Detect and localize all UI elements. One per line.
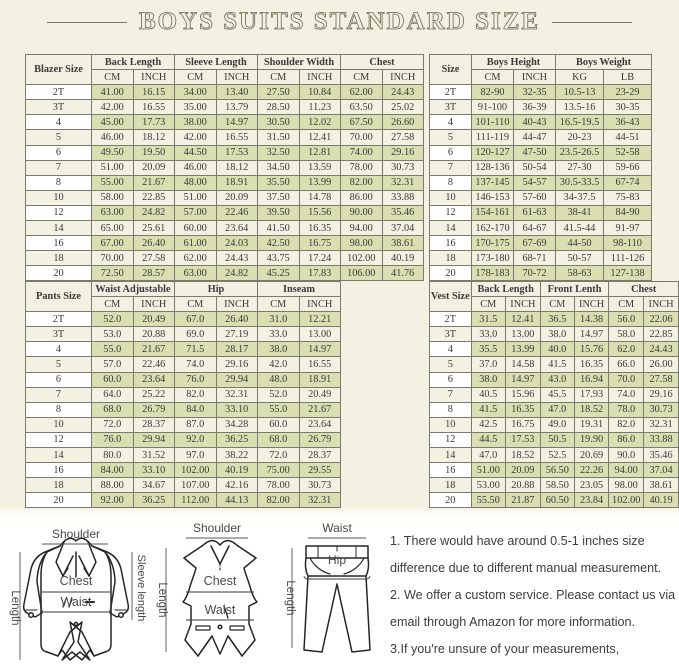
svg-text:Shoulder: Shoulder [52,527,100,541]
svg-text:Waist: Waist [205,603,236,617]
svg-text:Length: Length [156,582,168,617]
svg-text:Sleeve length: Sleeve length [135,555,146,622]
svg-text:Chest: Chest [204,574,237,588]
svg-text:Hip: Hip [328,553,346,567]
svg-text:Shoulder: Shoulder [193,522,241,535]
svg-text:Length: Length [9,590,21,625]
svg-text:Length: Length [284,580,296,615]
svg-text:Waist: Waist [61,595,92,609]
svg-text:Waist: Waist [322,522,352,535]
svg-text:Chest: Chest [60,574,93,588]
